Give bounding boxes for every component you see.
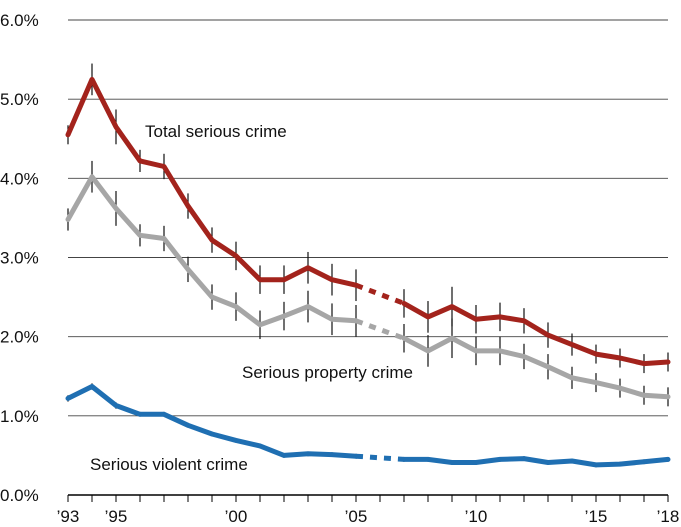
y-tick-label: 2.0% xyxy=(0,328,39,347)
series-labels: Total serious crime Serious property cri… xyxy=(90,122,413,474)
series-line-2-early xyxy=(65,384,359,459)
y-tick-label: 0.0% xyxy=(0,486,39,505)
label-serious-property-crime: Serious property crime xyxy=(242,363,413,382)
series-line-0-late xyxy=(401,300,671,367)
x-tick-label: ’18 xyxy=(657,507,680,526)
y-tick-label: 3.0% xyxy=(0,249,39,268)
series-line-2-late xyxy=(401,456,671,468)
x-tick-label: ’10 xyxy=(465,507,488,526)
label-serious-violent-crime: Serious violent crime xyxy=(90,455,248,474)
x-axis: ’93 ’95 ’00 ’05 ’10 ’15 ’18 xyxy=(57,495,680,526)
series-gap-1 xyxy=(355,318,405,341)
y-tick-label: 5.0% xyxy=(0,90,39,109)
y-axis-ticks: 0.0% 1.0% 2.0% 3.0% 4.0% 5.0% 6.0% xyxy=(0,11,39,505)
x-tick-label: ’95 xyxy=(105,507,128,526)
series-line-1-early xyxy=(65,174,359,328)
series-gap-0 xyxy=(355,282,405,306)
x-tick-label: ’93 xyxy=(57,507,80,526)
label-total-serious-crime: Total serious crime xyxy=(145,122,287,141)
series-line-0-early xyxy=(65,76,359,288)
x-tick-label: ’15 xyxy=(585,507,608,526)
y-tick-label: 1.0% xyxy=(0,407,39,426)
y-tick-label: 6.0% xyxy=(0,11,39,30)
grid-lines xyxy=(68,19,668,496)
series-line-1-late xyxy=(401,335,671,400)
y-tick-label: 4.0% xyxy=(0,169,39,188)
series-gap-2 xyxy=(355,453,405,462)
x-tick-label: ’00 xyxy=(225,507,248,526)
x-tick-label: ’05 xyxy=(345,507,368,526)
series-lines xyxy=(65,76,671,468)
